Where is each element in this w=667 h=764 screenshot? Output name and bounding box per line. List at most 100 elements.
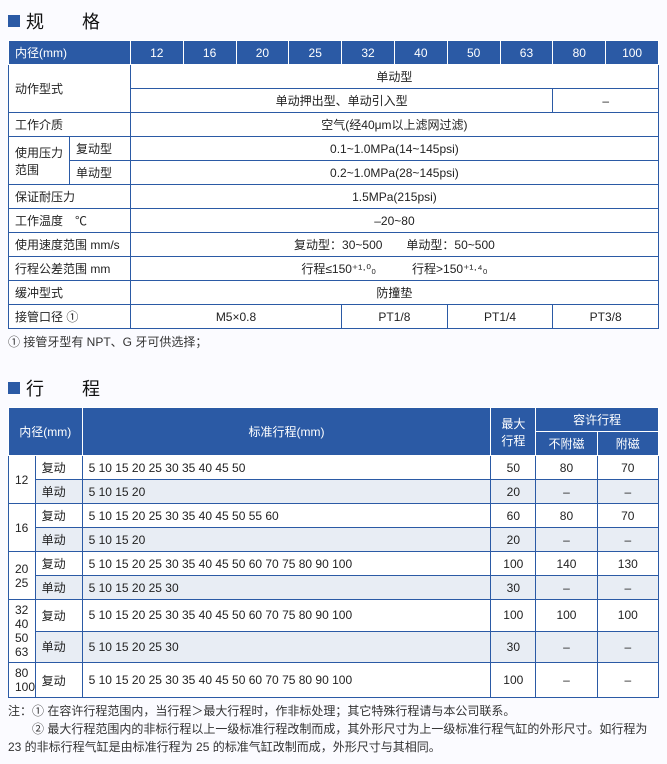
stroke-note-1: 注：① 在容许行程范围内，当行程＞最大行程时，作非标处理；其它特殊行程请与本公司… (8, 702, 659, 720)
bore-80-100: 80 100 (9, 663, 36, 698)
spec-heading-row: 规 格 (8, 8, 659, 34)
cell: 70 (597, 504, 658, 528)
col: 63 (500, 41, 553, 65)
cell: 100 (491, 552, 536, 576)
col-std: 标准行程(mm) (82, 408, 491, 456)
cell: 0.1~1.0MPa(14~145psi) (130, 137, 658, 161)
col-bore: 内径(mm) (9, 408, 83, 456)
cell: 行程≤150⁺¹·⁰₀ 行程>150⁺¹·⁴₀ (130, 257, 658, 281)
table-row: 单动 5 10 15 20 20 – – (9, 528, 659, 552)
table-row: 工作介质 空气(经40μm以上滤网过滤) (9, 113, 659, 137)
col: 25 (289, 41, 342, 65)
col-allow: 容许行程 (536, 408, 659, 432)
type-s: 单动 (35, 480, 82, 504)
col-bore: 内径(mm) (9, 41, 131, 65)
col: 12 (130, 41, 183, 65)
row-pressure-s: 单动型 (69, 161, 130, 185)
type-d: 复动 (35, 552, 82, 576)
col: 16 (183, 41, 236, 65)
col: 100 (606, 41, 659, 65)
cell: PT1/4 (447, 305, 553, 329)
txt: 100 (15, 680, 35, 694)
cell: 5 10 15 20 (82, 528, 491, 552)
table-row: 缓冲型式 防撞垫 (9, 281, 659, 305)
bore-32-63: 32 40 50 63 (9, 600, 36, 663)
txt: 80 (15, 666, 28, 680)
col: 80 (553, 41, 606, 65)
cell: 50 (491, 456, 536, 480)
spec-heading: 规 格 (26, 8, 110, 34)
cell: – (536, 576, 597, 600)
bore-12: 12 (9, 456, 36, 504)
cell: – (597, 663, 658, 698)
cell: 80 (536, 504, 597, 528)
cell: 单动押出型、单动引入型 (130, 89, 553, 113)
type-d: 复动 (35, 663, 82, 698)
col: 32 (342, 41, 395, 65)
table-row: 工作温度 ℃ –20~80 (9, 209, 659, 233)
cell: 100 (536, 600, 597, 632)
cell: 70 (597, 456, 658, 480)
type-s: 单动 (35, 528, 82, 552)
stroke-table: 内径(mm) 标准行程(mm) 最大行程 容许行程 不附磁 附磁 12 复动 5… (8, 407, 659, 698)
row-action-type: 动作型式 (9, 65, 131, 113)
row-cushion: 缓冲型式 (9, 281, 131, 305)
cell: 0.2~1.0MPa(28~145psi) (130, 161, 658, 185)
table-row: 保证耐压力 1.5MPa(215psi) (9, 185, 659, 209)
cell: 5 10 15 20 25 30 (82, 576, 491, 600)
cell: 130 (597, 552, 658, 576)
cell: 5 10 15 20 25 30 35 40 45 50 55 60 (82, 504, 491, 528)
col: 40 (394, 41, 447, 65)
table-row: 行程公差范围 mm 行程≤150⁺¹·⁰₀ 行程>150⁺¹·⁴₀ (9, 257, 659, 281)
cell: 防撞垫 (130, 281, 658, 305)
col-max: 最大行程 (491, 408, 536, 456)
txt: 40 (15, 617, 28, 631)
cell: 20 (491, 480, 536, 504)
cell: –20~80 (130, 209, 658, 233)
cell: 30 (491, 576, 536, 600)
cell: – (597, 576, 658, 600)
bore-20-25: 20 25 (9, 552, 36, 600)
cell: – (597, 480, 658, 504)
txt: 25 (15, 576, 28, 590)
square-icon (8, 382, 20, 394)
stroke-heading-row: 行 程 (8, 375, 659, 401)
row-speed: 使用速度范围 mm/s (9, 233, 131, 257)
square-icon (8, 15, 20, 27)
cell: 5 10 15 20 25 30 35 40 45 50 60 70 75 80… (82, 663, 491, 698)
row-pressure-d: 复动型 (69, 137, 130, 161)
spec-footnote: ① 接管牙型有 NPT、G 牙可供选择； (8, 333, 659, 351)
type-d: 复动 (35, 456, 82, 480)
type-d: 复动 (35, 504, 82, 528)
cell: 80 (536, 456, 597, 480)
spec-table: 内径(mm) 12 16 20 25 32 40 50 63 80 100 动作… (8, 40, 659, 329)
txt: 20 (15, 562, 28, 576)
cell: PT1/8 (342, 305, 448, 329)
table-row: 单动 5 10 15 20 20 – – (9, 480, 659, 504)
col-nomag: 不附磁 (536, 432, 597, 456)
table-row: 单动 5 10 15 20 25 30 30 – – (9, 631, 659, 663)
cell: 5 10 15 20 25 30 35 40 45 50 (82, 456, 491, 480)
type-d: 复动 (35, 600, 82, 632)
cell: 单动型 (130, 65, 658, 89)
cell: – (597, 528, 658, 552)
cell: PT3/8 (553, 305, 659, 329)
cell: 5 10 15 20 25 30 35 40 45 50 60 70 75 80… (82, 552, 491, 576)
table-row: 动作型式 单动型 (9, 65, 659, 89)
type-s: 单动 (35, 631, 82, 663)
row-tol: 行程公差范围 mm (9, 257, 131, 281)
cell: 30 (491, 631, 536, 663)
col: 50 (447, 41, 500, 65)
txt: 32 (15, 603, 28, 617)
cell: – (597, 631, 658, 663)
cell: – (536, 528, 597, 552)
table-row: 16 复动 5 10 15 20 25 30 35 40 45 50 55 60… (9, 504, 659, 528)
txt: 63 (15, 645, 28, 659)
cell: 空气(经40μm以上滤网过滤) (130, 113, 658, 137)
row-pressure: 使用压力范围 (9, 137, 70, 185)
cell: M5×0.8 (130, 305, 341, 329)
table-row: 80 100 复动 5 10 15 20 25 30 35 40 45 50 6… (9, 663, 659, 698)
cell: 5 10 15 20 (82, 480, 491, 504)
cell: – (553, 89, 659, 113)
cell: 20 (491, 528, 536, 552)
